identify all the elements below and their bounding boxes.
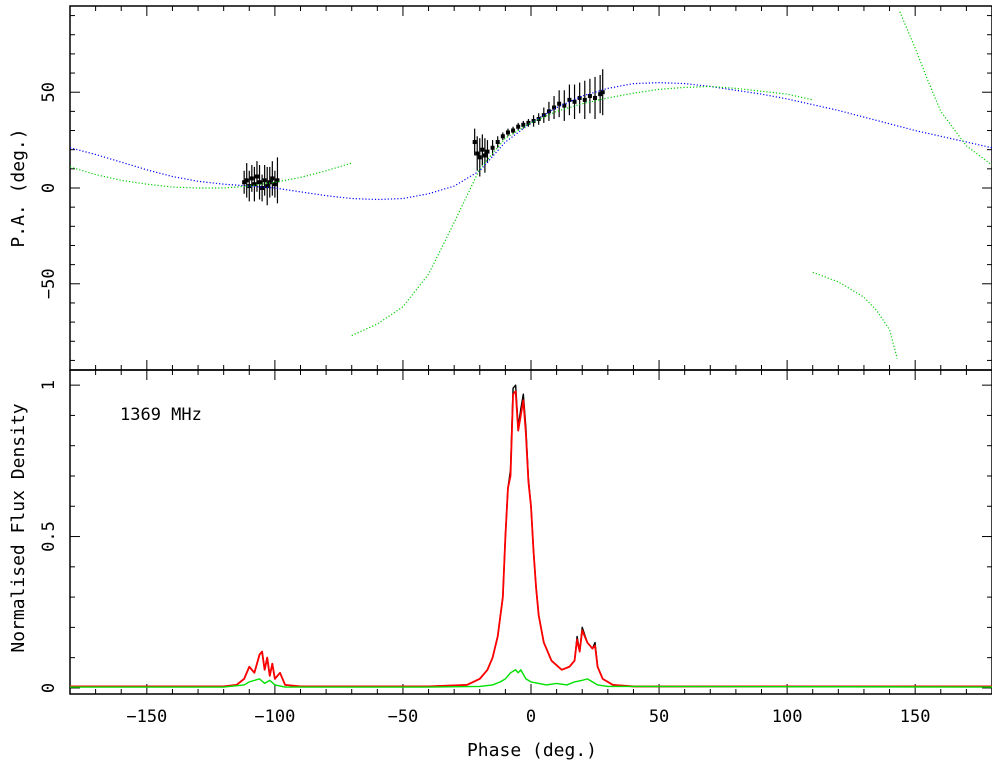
pa-point — [272, 182, 277, 187]
pa-point — [577, 95, 582, 100]
pa-point — [477, 155, 482, 160]
pa-point — [475, 151, 480, 156]
bottom-panel-series — [70, 384, 992, 688]
pa-point — [472, 140, 477, 145]
bottom-panel-ticks — [69, 370, 992, 694]
linear-polarization-profile — [70, 390, 992, 688]
x-tick-labels: −150 −100 −50 0 50 100 150 — [126, 707, 930, 727]
x-tick-label: −50 — [388, 707, 419, 727]
pa-point — [262, 178, 267, 183]
top-panel-series — [70, 11, 992, 359]
rvm-fit-curve-green — [351, 85, 813, 337]
pa-point — [567, 97, 572, 102]
pa-point — [480, 147, 485, 152]
pa-point — [265, 184, 270, 189]
pa-point — [495, 140, 500, 145]
pa-point — [247, 184, 252, 189]
pa-point — [260, 186, 265, 190]
flux-density-panel: 00.51 −150 −100 −50 0 50 100 150 1369 MHz Norm… — [8, 369, 992, 761]
x-tick-label: −100 — [254, 707, 295, 727]
rvm-fit-curve-blue — [70, 82, 992, 201]
pa-point — [270, 176, 275, 181]
pa-point — [505, 130, 510, 135]
x-axis-label: Phase (deg.) — [467, 740, 597, 761]
pa-point — [485, 149, 490, 154]
pa-point — [552, 105, 557, 110]
pa-point — [257, 180, 262, 185]
rvm-fit-curve-green — [70, 162, 352, 189]
total-intensity-profile — [70, 384, 992, 688]
pa-point — [482, 153, 487, 158]
pa-point — [526, 120, 531, 125]
pa-point — [511, 128, 516, 133]
pa-point — [252, 182, 257, 187]
pa-point — [244, 178, 249, 183]
y-tick-label: 0 — [39, 183, 59, 193]
top-y-tick-labels: −50 0 50 — [39, 82, 59, 299]
frequency-annotation: 1369 MHz — [120, 405, 202, 425]
bottom-y-axis-label: Normalised Flux Density — [8, 403, 29, 652]
pa-point — [562, 103, 567, 108]
pa-point — [572, 99, 577, 104]
pa-point — [536, 117, 541, 122]
pa-point — [516, 124, 521, 129]
x-tick-label: 50 — [649, 707, 669, 727]
y-tick-label: 0 — [39, 683, 59, 693]
pa-point — [275, 178, 280, 183]
y-tick-label: 50 — [39, 82, 59, 102]
x-tick-label: 150 — [900, 707, 931, 727]
x-tick-label: 100 — [772, 707, 803, 727]
top-panel-ticks — [69, 6, 992, 370]
pa-point — [531, 118, 536, 123]
pa-point — [582, 97, 587, 102]
pa-point — [593, 95, 598, 100]
x-tick-label: 0 — [526, 707, 536, 727]
rvm-fit-curve-green — [812, 271, 898, 359]
pa-point — [521, 122, 526, 127]
pa-point — [587, 94, 592, 99]
x-tick-label: −150 — [126, 707, 167, 727]
pa-point — [598, 92, 603, 97]
pa-point — [546, 109, 551, 114]
y-tick-label: 1 — [39, 380, 59, 390]
top-panel-frame — [69, 5, 992, 371]
y-tick-label: −50 — [39, 268, 59, 299]
rvm-fit-curve-green — [899, 11, 992, 166]
position-angle-panel: −50 0 50 P.A. (deg.) — [8, 5, 992, 371]
pa-measurements — [242, 69, 605, 206]
circular-polarization-profile — [70, 669, 992, 688]
pa-point — [249, 176, 254, 181]
pa-point — [267, 180, 272, 185]
pa-point — [500, 134, 505, 139]
bottom-panel-frame — [69, 369, 992, 695]
pa-point — [600, 90, 605, 95]
bottom-y-tick-labels: 00.51 — [39, 380, 59, 693]
pa-point — [254, 174, 259, 179]
pa-point — [557, 101, 562, 106]
top-y-axis-label: P.A. (deg.) — [8, 128, 29, 247]
pa-point — [490, 145, 495, 150]
pa-point — [242, 180, 247, 185]
y-tick-label: 0.5 — [39, 521, 59, 552]
